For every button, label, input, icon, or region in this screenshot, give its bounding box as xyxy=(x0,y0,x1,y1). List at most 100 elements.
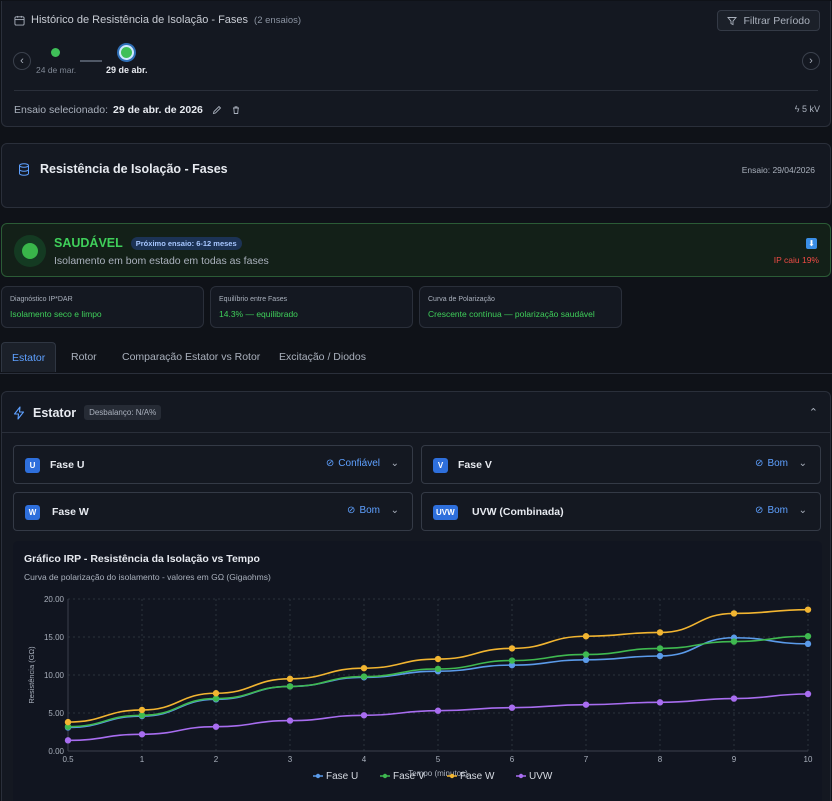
data-point xyxy=(434,707,442,714)
phase-state-label: Bom xyxy=(767,458,788,469)
phase-card-w[interactable]: W Fase W ⊘ Bom ⌄ xyxy=(13,492,413,531)
chevron-up-icon[interactable]: ⌃ xyxy=(808,407,818,419)
data-point xyxy=(286,683,294,690)
y-tick-label: 0.00 xyxy=(48,747,64,756)
stator-title: Estator xyxy=(33,405,77,420)
check-circle-icon: ⊘ xyxy=(347,505,356,516)
diagnostic-ipdar-card: Diagnóstico IP*DAR Isolamento seco e lim… xyxy=(1,286,204,328)
diagnostic-polarization-card: Curva de Polarização Crescente contínua … xyxy=(419,286,622,328)
diagnostic-balance-card: Equilíbrio entre Fases 14.3% — equilibra… xyxy=(210,286,413,328)
diagnostic-value: Crescente contínua — polarização saudáve… xyxy=(428,309,595,319)
tab-excitacao[interactable]: Excitação / Diodos xyxy=(279,351,366,363)
data-point xyxy=(804,690,812,698)
data-point xyxy=(508,645,516,652)
data-point xyxy=(508,657,516,664)
data-point xyxy=(212,723,220,730)
selected-test-prefix: Ensaio selecionado: xyxy=(14,104,108,116)
data-point xyxy=(508,661,516,669)
data-point xyxy=(138,731,146,738)
x-tick-label: 1 xyxy=(140,755,145,764)
series-line xyxy=(67,636,809,729)
resistance-title: Resistência de Isolação - Fases xyxy=(40,162,228,176)
tab-comparacao[interactable]: Comparação Estator vs Rotor xyxy=(122,351,261,363)
lightning-icon: ϟ xyxy=(794,104,800,114)
diagnostic-label: Diagnóstico IP*DAR xyxy=(10,296,73,303)
data-point xyxy=(804,633,812,640)
diagnostic-value: Isolamento seco e limpo xyxy=(10,309,102,319)
data-point xyxy=(138,706,146,714)
x-tick-label: 6 xyxy=(510,755,515,764)
legend-label: Fase U xyxy=(326,771,358,782)
tab-estator[interactable]: Estator xyxy=(1,342,57,372)
history-title: Histórico de Resistência de Isolação - F… xyxy=(31,14,249,26)
x-tick-label: 10 xyxy=(804,755,813,764)
x-tick-label: 2 xyxy=(214,755,219,764)
phase-badge: UVW xyxy=(433,505,458,520)
unbalance-badge: Desbalanço: N/A% xyxy=(84,405,162,420)
chevron-down-icon: ⌄ xyxy=(798,505,807,516)
timeline-next-button[interactable]: › xyxy=(802,52,820,70)
x-tick-label: 4 xyxy=(362,755,367,764)
tab-rotor[interactable]: Rotor xyxy=(71,351,97,363)
trend-down-icon: ⬇ xyxy=(806,238,817,249)
legend-marker xyxy=(382,773,388,779)
resistance-header-card: Resistência de Isolação - Fases Ensaio: … xyxy=(1,143,831,208)
history-title-row: Histórico de Resistência de Isolação - F… xyxy=(14,14,301,26)
phase-card-v[interactable]: V Fase V ⊘ Bom ⌄ xyxy=(421,445,821,484)
x-tick-label: 3 xyxy=(288,755,293,764)
data-point xyxy=(508,704,516,711)
history-panel: Histórico de Resistência de Isolação - F… xyxy=(1,1,831,127)
timeline-point-1[interactable] xyxy=(51,48,60,57)
chevron-right-icon: › xyxy=(809,55,813,67)
y-tick-label: 10.00 xyxy=(44,671,65,680)
history-count: (2 ensaios) xyxy=(254,14,302,26)
legend-label: UVW xyxy=(529,771,553,782)
chevron-down-icon: ⌄ xyxy=(390,505,399,516)
data-point xyxy=(730,610,738,617)
data-point xyxy=(730,638,738,645)
phase-state: ⊘ Bom xyxy=(755,458,788,469)
data-point xyxy=(804,606,812,613)
trash-icon[interactable] xyxy=(231,105,241,115)
resistance-title-row: Resistência de Isolação - Fases xyxy=(18,162,228,176)
timeline-connector xyxy=(80,60,102,62)
timeline-prev-button[interactable]: ‹ xyxy=(13,52,31,70)
x-axis-label: Tempo (minutos) xyxy=(408,769,468,778)
chevron-down-icon: ⌄ xyxy=(390,458,399,469)
data-point xyxy=(360,673,368,680)
status-description: Isolamento em bom estado em todas as fas… xyxy=(54,255,269,267)
filter-period-button[interactable]: Filtrar Período xyxy=(717,10,820,31)
data-point xyxy=(582,633,590,640)
data-point xyxy=(64,718,72,726)
next-test-badge: Próximo ensaio: 6-12 meses xyxy=(130,236,242,250)
data-point xyxy=(656,699,664,706)
ip-alert: IP caiu 19% xyxy=(773,255,819,265)
irp-chart: 0.00 5.00 10.00 15.00 20.00 0.5 1 2 3 4 5 6 7 8 9 10 Res… xyxy=(27,595,813,782)
x-tick-label: 0.5 xyxy=(62,755,74,764)
database-icon xyxy=(19,162,29,176)
phase-card-u[interactable]: U Fase U ⊘ Confiável ⌄ xyxy=(13,445,413,484)
filter-period-label: Filtrar Período xyxy=(743,14,810,27)
legend-label: Fase W xyxy=(460,771,495,782)
status-indicator xyxy=(14,235,46,267)
timeline-label-1: 24 de mar. xyxy=(36,65,77,75)
legend-marker xyxy=(315,773,321,779)
edit-icon[interactable] xyxy=(212,105,222,115)
resistance-test-date: Ensaio: 29/04/2026 xyxy=(741,165,815,175)
chart-title: Gráfico IRP - Resistência da Isolação vs… xyxy=(24,553,260,565)
calendar-icon xyxy=(14,15,25,26)
phase-name: UVW (Combinada) xyxy=(472,506,564,518)
stator-header[interactable]: Estator Desbalanço: N/A% ⌃ xyxy=(2,392,830,433)
data-point xyxy=(656,652,664,660)
data-point xyxy=(656,645,664,652)
filter-icon xyxy=(727,16,738,25)
zap-icon xyxy=(13,405,25,420)
data-point xyxy=(138,712,146,719)
diagnostic-value: 14.3% — equilibrado xyxy=(219,309,298,319)
phase-card-uvw[interactable]: UVW UVW (Combinada) ⊘ Bom ⌄ xyxy=(421,492,821,531)
diagnostic-label: Curva de Polarização xyxy=(428,296,495,303)
x-tick-label: 5 xyxy=(436,755,441,764)
data-point xyxy=(582,656,590,663)
timeline-point-2-selected[interactable] xyxy=(119,45,134,60)
check-circle-icon: ⊘ xyxy=(755,505,764,516)
